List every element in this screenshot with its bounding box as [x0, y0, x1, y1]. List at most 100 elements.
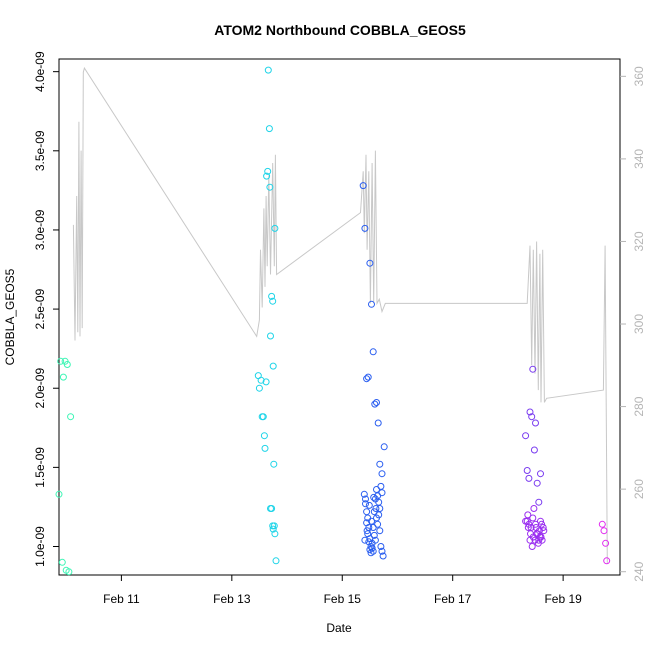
y2-tick-label: 240 — [632, 561, 646, 581]
y-tick-label: 3.5e-09 — [33, 130, 47, 171]
data-point — [363, 375, 371, 383]
y-tick-label: 2.5e-09 — [33, 288, 47, 329]
y-tick-label: 4.0e-09 — [33, 51, 47, 92]
data-point — [363, 527, 371, 535]
data-point — [269, 525, 277, 533]
data-point — [371, 536, 379, 544]
data-point — [372, 505, 380, 512]
data-point — [269, 297, 277, 305]
data-point — [524, 511, 532, 519]
data-point — [272, 557, 280, 565]
data-point — [533, 479, 541, 487]
data-point — [266, 183, 274, 191]
x-tick-label: Feb 17 — [434, 592, 472, 606]
data-point — [262, 378, 270, 386]
data-point — [539, 524, 547, 531]
data-point — [271, 224, 279, 232]
data-point — [530, 446, 538, 454]
data-point — [535, 536, 543, 544]
data-point — [267, 332, 274, 340]
y-axis-label: COBBLA_GEOS5 — [3, 268, 17, 365]
data-point — [264, 66, 272, 74]
data-point — [366, 546, 374, 554]
data-point — [264, 167, 272, 175]
x-tick-label: Feb 11 — [103, 592, 140, 606]
data-point — [379, 552, 387, 560]
data-point — [270, 522, 278, 530]
data-point — [524, 524, 532, 531]
x-tick-label: Feb 15 — [324, 592, 362, 606]
data-point — [376, 505, 384, 512]
data-point — [377, 543, 385, 550]
y2-tick-label: 340 — [632, 149, 646, 169]
data-point — [268, 292, 276, 300]
data-point — [361, 536, 369, 544]
y-tick-label: 2.0e-09 — [33, 368, 47, 409]
data-point — [535, 498, 543, 506]
data-point — [378, 489, 386, 497]
data-point — [371, 400, 379, 408]
y2-tick-label: 320 — [632, 231, 646, 251]
data-point — [363, 508, 371, 516]
data-point — [362, 500, 369, 508]
data-point — [271, 530, 279, 538]
data-point — [55, 490, 63, 498]
data-point — [364, 373, 372, 381]
y2-tick-label: 280 — [632, 396, 646, 416]
secondary-line — [72, 66, 608, 564]
data-point — [362, 495, 369, 503]
data-point — [374, 419, 382, 427]
data-point — [532, 419, 539, 427]
data-point — [525, 474, 533, 482]
data-point — [259, 413, 267, 421]
data-point — [374, 520, 382, 528]
data-point — [369, 547, 377, 555]
data-point — [603, 557, 611, 565]
y-tick-label: 1.0e-09 — [33, 526, 47, 567]
data-point — [263, 172, 271, 180]
data-point — [378, 547, 386, 555]
data-point — [361, 224, 369, 232]
data-point — [366, 259, 374, 267]
data-point — [369, 348, 377, 356]
data-point — [536, 533, 544, 541]
x-tick-label: Feb 13 — [213, 592, 251, 606]
y2-tick-label: 260 — [632, 479, 646, 499]
x-tick-label: Feb 19 — [544, 592, 582, 606]
data-point — [270, 460, 278, 468]
data-point — [268, 505, 276, 512]
chart-title: ATOM2 Northbound COBBLA_GEOS5 — [214, 22, 466, 38]
secondary-line-layer — [72, 66, 608, 564]
data-point — [360, 490, 368, 498]
data-point — [531, 536, 539, 544]
data-point — [261, 444, 269, 452]
data-point — [523, 467, 531, 474]
points-layer — [55, 66, 611, 576]
data-point — [376, 527, 384, 535]
y2-tick-label: 300 — [632, 314, 646, 334]
data-point — [368, 544, 376, 552]
data-point — [65, 568, 73, 576]
data-point — [528, 413, 536, 421]
data-point — [378, 470, 386, 478]
data-point — [529, 514, 537, 522]
data-point — [540, 527, 548, 535]
data-point — [368, 300, 375, 308]
y-axis: 1.0e-09 1.5e-09 2.0e-09 2.5e-09 3.0e-09 3.5e-… — [33, 51, 59, 567]
data-point — [370, 493, 378, 501]
data-point — [598, 520, 606, 528]
y2-axis: 240 260 280 300 320 340 360 — [620, 66, 646, 582]
data-point — [257, 376, 265, 384]
data-point — [269, 362, 277, 370]
data-point — [58, 558, 66, 566]
data-point — [260, 432, 268, 440]
data-point — [376, 460, 384, 468]
data-point — [528, 543, 536, 550]
y-tick-label: 3.0e-09 — [33, 209, 47, 250]
x-axis-label: Date — [326, 621, 352, 635]
data-point — [255, 384, 263, 392]
data-point — [67, 413, 75, 421]
data-point — [359, 182, 367, 190]
data-point — [522, 432, 530, 440]
